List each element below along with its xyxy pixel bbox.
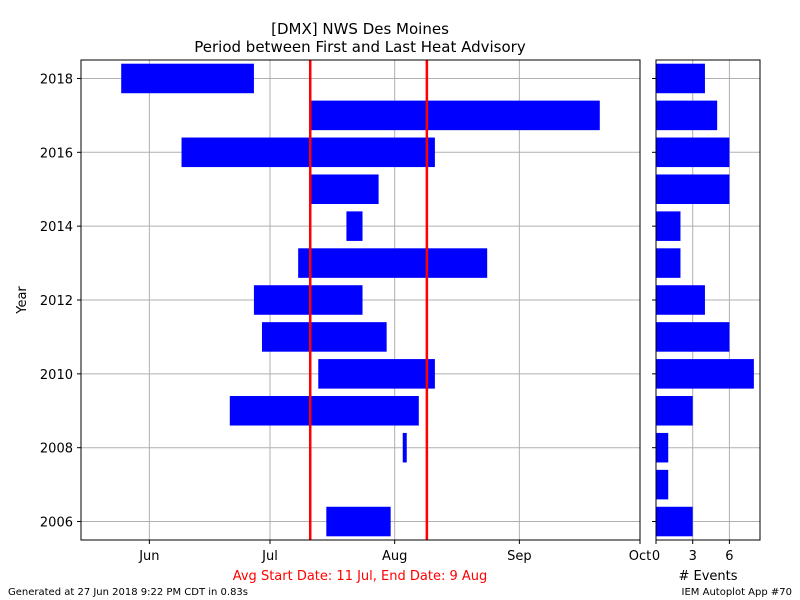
period-bar-2013 — [298, 248, 488, 278]
events-frame — [655, 59, 761, 541]
period-bar-2011 — [261, 322, 387, 352]
plot-frame — [80, 59, 641, 541]
period-bar-2015 — [310, 174, 379, 204]
x-tick-label: Aug — [382, 549, 407, 564]
y-tick-label: 2010 — [40, 368, 73, 383]
events-bar-2017 — [656, 100, 718, 131]
events-bar-2016 — [656, 137, 730, 168]
events-bar-2018 — [656, 63, 705, 94]
period-bar-2012 — [253, 285, 363, 315]
period-bar-2009 — [229, 396, 419, 426]
events-bar-2006 — [656, 506, 693, 537]
y-tick-label: 2006 — [40, 516, 73, 531]
events-x-tick-label: 6 — [725, 549, 733, 564]
generated-footer: Generated at 27 Jun 2018 9:22 PM CDT in … — [8, 587, 248, 598]
y-axis-label: Year — [15, 286, 30, 315]
events-bar-2012 — [656, 285, 705, 315]
y-tick-label: 2012 — [40, 294, 73, 309]
period-bar-2010 — [318, 359, 435, 389]
events-bar-2011 — [656, 322, 730, 352]
period-bar-2006 — [326, 506, 391, 537]
period-bar-2014 — [346, 211, 363, 241]
y-tick-label: 2018 — [40, 72, 73, 87]
events-bar-2009 — [656, 396, 693, 426]
period-bar-2018 — [121, 63, 254, 94]
events-bar-2015 — [656, 174, 730, 204]
period-plot: Jun Jul Aug Sep Oct 2006 2008 2010 2012 2014 2016 2… — [40, 59, 651, 564]
events-bar-2007 — [656, 469, 669, 500]
chart-subtitle: Period between First and Last Heat Advis… — [194, 38, 526, 56]
period-bar-2008 — [402, 432, 407, 463]
period-bar-2017 — [310, 100, 600, 131]
events-x-tick-label: 3 — [689, 549, 697, 564]
x-tick-label: Sep — [507, 549, 532, 564]
avg-dates-label: Avg Start Date: 11 Jul, End Date: 9 Aug — [233, 569, 488, 584]
y-tick-label: 2008 — [40, 442, 73, 457]
y-tick-label: 2014 — [40, 220, 73, 235]
chart-title: [DMX] NWS Des Moines — [271, 20, 449, 38]
x-tick-label: Jul — [261, 549, 278, 564]
events-bar-2013 — [656, 248, 681, 278]
events-x-tick-label: 0 — [652, 549, 660, 564]
events-bar-2014 — [656, 211, 681, 241]
app-footer: IEM Autoplot App #70 — [682, 587, 792, 598]
events-axis-label: # Events — [678, 569, 737, 584]
period-bar-2016 — [181, 137, 435, 168]
y-tick-label: 2016 — [40, 146, 73, 161]
events-plot: 0 3 6 — [652, 59, 761, 564]
x-tick-label: Jun — [138, 549, 159, 564]
events-bar-2010 — [656, 359, 754, 389]
events-bar-2008 — [656, 432, 669, 463]
x-tick-label: Oct — [629, 549, 651, 564]
